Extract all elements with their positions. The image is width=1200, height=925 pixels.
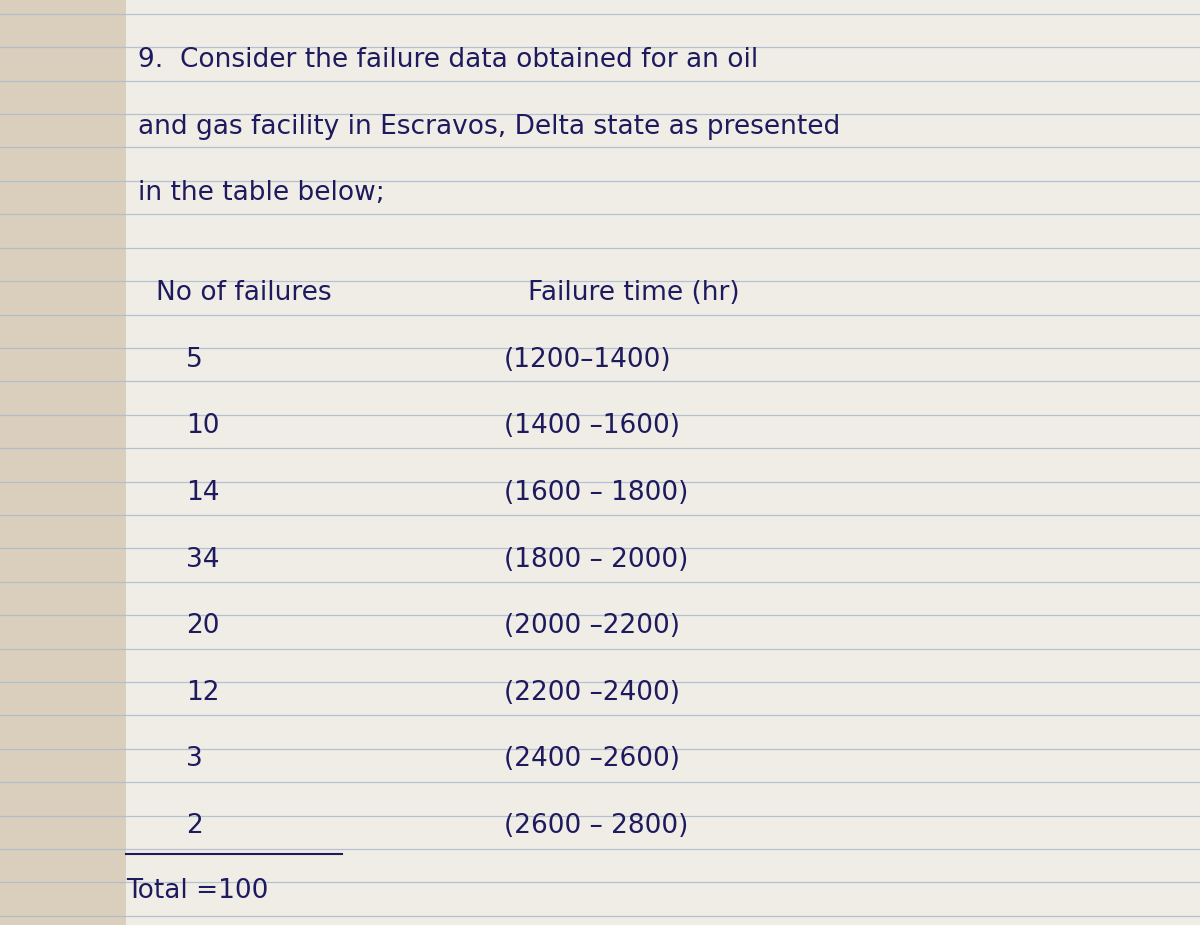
Text: 10: 10 [186, 413, 220, 439]
Text: 20: 20 [186, 613, 220, 639]
Text: 14: 14 [186, 480, 220, 506]
Text: (2200 –2400): (2200 –2400) [504, 680, 680, 706]
Text: (1200–1400): (1200–1400) [504, 347, 672, 373]
Text: in the table below;: in the table below; [138, 180, 385, 206]
Text: 12: 12 [186, 680, 220, 706]
Text: (1800 – 2000): (1800 – 2000) [504, 547, 689, 573]
Text: Total =100: Total =100 [126, 878, 269, 904]
Bar [0, 0, 126, 925]
Text: (1600 – 1800): (1600 – 1800) [504, 480, 689, 506]
Text: and gas facility in Escravos, Delta state as presented: and gas facility in Escravos, Delta stat… [138, 114, 840, 140]
Text: (2600 – 2800): (2600 – 2800) [504, 813, 689, 839]
Text: 2: 2 [186, 813, 203, 839]
Text: (2400 –2600): (2400 –2600) [504, 746, 680, 772]
Text: 5: 5 [186, 347, 203, 373]
Text: (2000 –2200): (2000 –2200) [504, 613, 680, 639]
Text: 34: 34 [186, 547, 220, 573]
Text: No of failures: No of failures [156, 280, 331, 306]
Text: 9.  Consider the failure data obtained for an oil: 9. Consider the failure data obtained fo… [138, 47, 758, 73]
Text: Failure time (hr): Failure time (hr) [528, 280, 739, 306]
Text: (1400 –1600): (1400 –1600) [504, 413, 680, 439]
Text: 3: 3 [186, 746, 203, 772]
